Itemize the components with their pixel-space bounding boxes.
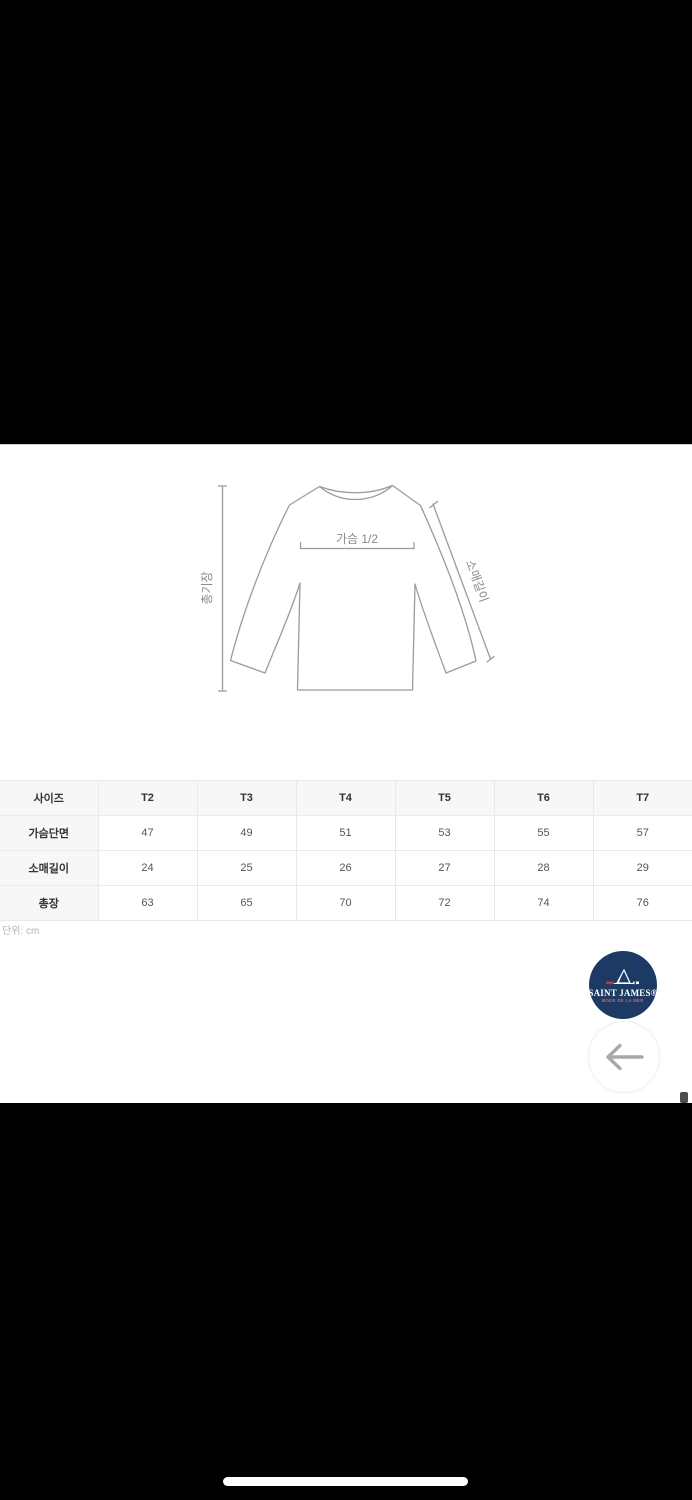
value-cell: 65 xyxy=(196,885,297,921)
chest-half-label: 가슴 1/2 xyxy=(336,532,378,546)
value-cell: 55 xyxy=(493,815,594,851)
value-cell: 57 xyxy=(592,815,692,851)
shirt-measurement-diagram: 총기장 가슴 1/2 소매길이 xyxy=(200,484,495,692)
value-cell: 29 xyxy=(592,850,692,886)
unit-note: 단위: cm xyxy=(2,926,40,937)
shirt-outline-shape xyxy=(229,484,477,691)
value-cell: 74 xyxy=(493,885,594,921)
total-length-dimension-line xyxy=(217,485,228,692)
size-table-section: 사이즈 T2 T3 T4 T5 T6 T7 가슴단면 47 49 51 53 5… xyxy=(0,780,692,921)
total-length-label: 총기장 xyxy=(200,571,214,604)
brand-tagline: MODE DE LA MER xyxy=(602,997,644,1004)
bottom-letterbox xyxy=(0,1104,692,1500)
value-cell: 26 xyxy=(295,850,396,886)
size-table-header-cell: 사이즈 xyxy=(0,780,99,816)
brand-name: SAINT JAMES® xyxy=(589,987,657,998)
table-row-chest: 가슴단면 47 49 51 53 55 57 xyxy=(0,815,692,851)
back-arrow-icon xyxy=(606,1043,644,1071)
size-table-header-cell: T5 xyxy=(394,780,495,816)
value-cell: 28 xyxy=(493,850,594,886)
table-row-length: 총장 63 65 70 72 74 76 xyxy=(0,885,692,921)
size-table: 사이즈 T2 T3 T4 T5 T6 T7 가슴단면 47 49 51 53 5… xyxy=(0,780,692,921)
size-table-header-cell: T7 xyxy=(592,780,692,816)
value-cell: 76 xyxy=(592,885,692,921)
row-label-cell: 가슴단면 xyxy=(0,815,99,851)
table-row-sleeve: 소매길이 24 25 26 27 28 29 xyxy=(0,850,692,886)
home-indicator-bar[interactable] xyxy=(223,1477,468,1486)
value-cell: 63 xyxy=(97,885,198,921)
value-cell: 51 xyxy=(295,815,396,851)
value-cell: 72 xyxy=(394,885,495,921)
product-size-sheet: 총기장 가슴 1/2 소매길이 사이즈 T2 T3 T4 T5 T6 T7 xyxy=(0,444,692,1103)
sailboat-icon xyxy=(606,968,639,984)
top-letterbox xyxy=(0,0,692,444)
back-button[interactable] xyxy=(588,1021,660,1093)
sleeve-dimension-line xyxy=(429,500,495,663)
row-label-cell: 총장 xyxy=(0,885,99,921)
value-cell: 47 xyxy=(97,815,198,851)
size-table-header-cell: T2 xyxy=(97,780,198,816)
size-table-header-cell: T6 xyxy=(493,780,594,816)
size-table-header-row: 사이즈 T2 T3 T4 T5 T6 T7 xyxy=(0,780,692,816)
size-table-header-cell: T4 xyxy=(295,780,396,816)
collar-back-line xyxy=(318,484,394,494)
chest-dimension-line xyxy=(299,541,415,550)
value-cell: 24 xyxy=(97,850,198,886)
value-cell: 49 xyxy=(196,815,297,851)
value-cell: 70 xyxy=(295,885,396,921)
scrollbar-thumb[interactable] xyxy=(680,1092,688,1103)
value-cell: 53 xyxy=(394,815,495,851)
size-table-header-cell: T3 xyxy=(196,780,297,816)
row-label-cell: 소매길이 xyxy=(0,850,99,886)
value-cell: 25 xyxy=(196,850,297,886)
brand-logo-badge[interactable]: SAINT JAMES® MODE DE LA MER xyxy=(589,951,657,1019)
value-cell: 27 xyxy=(394,850,495,886)
